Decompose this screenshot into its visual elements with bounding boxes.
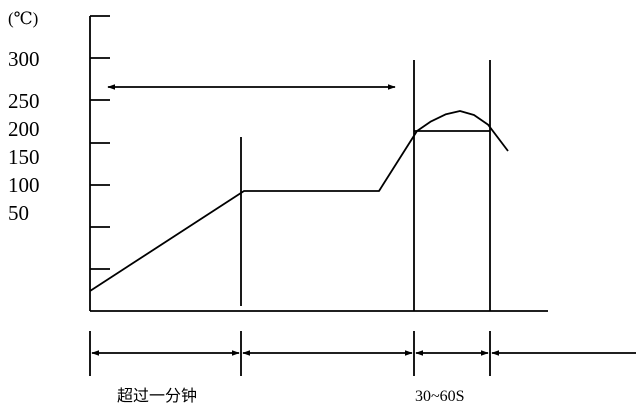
y-tick-label: 200 — [8, 117, 40, 141]
temperature-profile-line — [89, 110, 509, 292]
y-tick-label: 150 — [8, 145, 40, 169]
y-ticks — [90, 15, 110, 270]
y-tick-label: 300 — [8, 47, 40, 71]
y-tick-label: 250 — [8, 89, 40, 113]
y-unit-label: (℃) — [8, 9, 38, 28]
reflow-duration-label: 30~60S — [415, 388, 465, 405]
y-tick-labels: 300 250 200 150 100 50 — [8, 47, 40, 225]
bottom-timeline — [89, 331, 636, 376]
y-tick-label: 100 — [8, 173, 40, 197]
preheat-duration-label: 超过一分钟 — [117, 387, 197, 405]
y-tick-label: 50 — [8, 201, 29, 225]
